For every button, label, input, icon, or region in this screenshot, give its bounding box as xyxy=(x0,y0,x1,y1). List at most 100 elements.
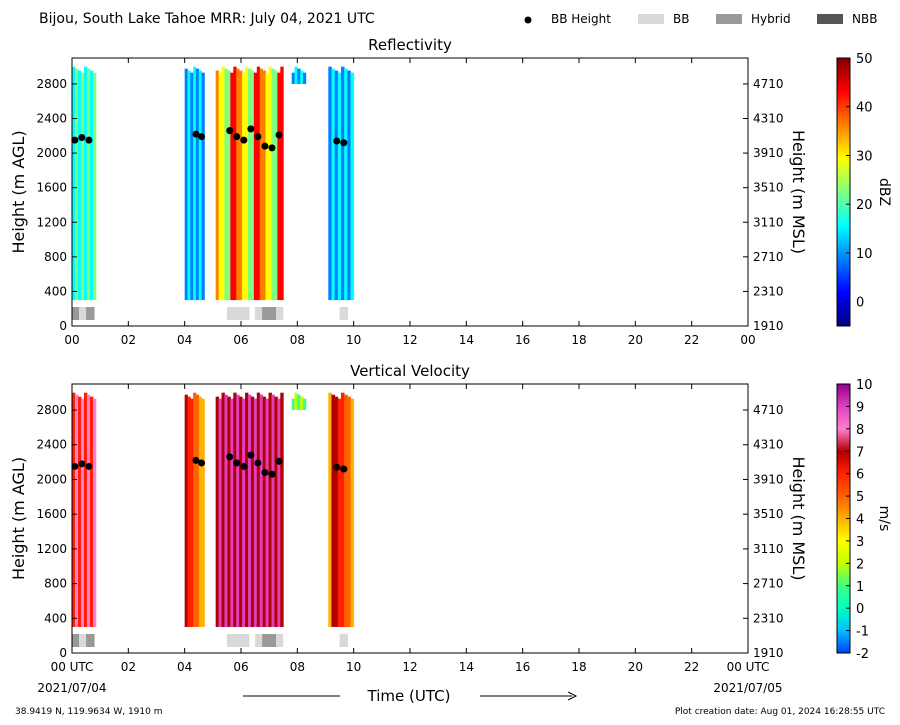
x-tick-label: 00 UTC xyxy=(727,660,770,674)
panel-title: Vertical Velocity xyxy=(350,362,470,380)
echo-column xyxy=(344,68,348,301)
y-tick-label: 2000 xyxy=(36,146,67,160)
bb-height-point xyxy=(78,134,86,142)
y2-tick-label: 4310 xyxy=(753,438,784,452)
y-tick-label: 2800 xyxy=(36,77,67,91)
bb-height-point xyxy=(275,457,283,465)
bb-type-segment xyxy=(276,634,284,647)
bb-type-segment xyxy=(79,307,87,320)
y-tick-label: 400 xyxy=(44,611,67,625)
echo-column xyxy=(218,398,222,627)
echo-column xyxy=(201,398,205,627)
plot-frame xyxy=(71,383,749,654)
x-tick-label: 02 xyxy=(121,333,136,347)
bb-height-point xyxy=(268,470,276,478)
echo-column xyxy=(300,70,304,84)
end-date: 2021/07/05 xyxy=(713,681,782,695)
x-tick-label: 04 xyxy=(177,660,192,674)
echo-column xyxy=(265,72,269,301)
echo-column xyxy=(72,66,76,301)
colorbar xyxy=(836,57,851,327)
echo-column xyxy=(80,72,85,301)
colorbar-tick-label: 0 xyxy=(856,296,864,311)
echo-column xyxy=(247,394,252,627)
echo-column xyxy=(92,72,97,301)
creation-date-text: Plot creation date: Aug 01, 2024 16:28:5… xyxy=(675,707,885,717)
echo-column xyxy=(271,394,275,627)
bb-type-segment xyxy=(86,634,95,647)
echo-column xyxy=(83,392,88,627)
echo-column xyxy=(274,70,278,301)
echo-column xyxy=(72,392,76,627)
echo-column xyxy=(268,392,272,627)
colorbar-tick-label: 9 xyxy=(856,400,864,415)
bb-type-segment xyxy=(255,634,263,647)
colorbar-tick-label: 40 xyxy=(856,101,873,116)
colorbar-tick-label: 5 xyxy=(856,490,864,505)
echo-column xyxy=(195,394,200,627)
bb-height-point xyxy=(198,133,206,141)
y2-tick-label: 3110 xyxy=(753,542,784,556)
y-tick-label: 1600 xyxy=(36,181,67,195)
x-tick-label: 18 xyxy=(571,660,586,674)
echo-column xyxy=(221,66,225,301)
colorbar-tick-label: 10 xyxy=(856,247,873,262)
x-tick-label: 20 xyxy=(628,333,643,347)
y2-tick-label: 3510 xyxy=(753,507,784,521)
echo-column xyxy=(230,398,234,627)
legend-swatch-nbb xyxy=(817,14,843,24)
echo-column xyxy=(350,398,355,627)
x-tick-label: 20 xyxy=(628,660,643,674)
x-tick-label: 00 xyxy=(64,333,79,347)
echo-column xyxy=(274,396,278,627)
echo-column xyxy=(259,68,264,301)
x-tick-label: 22 xyxy=(684,660,699,674)
echo-column xyxy=(89,70,94,301)
legend-label: NBB xyxy=(852,12,877,26)
echo-column xyxy=(233,392,237,627)
bb-height-point xyxy=(254,459,262,467)
bb-height-point xyxy=(247,125,255,133)
bb-height-point xyxy=(192,456,200,464)
y2-tick-label: 2710 xyxy=(753,250,784,264)
start-date: 2021/07/04 xyxy=(37,681,106,695)
colorbar-label: dBZ xyxy=(876,178,892,206)
bb-type-segment xyxy=(72,634,80,647)
y2-tick-label: 1910 xyxy=(753,646,784,660)
bb-height-point xyxy=(233,459,241,467)
colorbar-tick-label: 2 xyxy=(856,557,864,572)
y-tick-label: 1200 xyxy=(36,542,67,556)
bb-height-point xyxy=(85,136,93,144)
colorbar-tick-label: 4 xyxy=(856,513,864,528)
time-arrow-head xyxy=(567,691,578,701)
echo-column xyxy=(227,70,231,301)
panel-title: Reflectivity xyxy=(368,36,452,54)
colorbar-tick-label: 1 xyxy=(856,580,864,595)
echo-column xyxy=(233,66,237,301)
colorbar-tick-label: 20 xyxy=(856,198,873,213)
echo-column xyxy=(86,394,91,627)
echo-column xyxy=(297,68,301,84)
bb-type-segment xyxy=(255,307,263,320)
echo-column xyxy=(221,392,225,627)
y-tick-label: 2400 xyxy=(36,438,67,452)
colorbar-tick-label: 8 xyxy=(856,423,864,438)
echo-column xyxy=(271,68,275,301)
y2-tick-label: 3910 xyxy=(753,146,784,160)
y-tick-label: 1200 xyxy=(36,215,67,229)
x-tick-label: 10 xyxy=(346,333,361,347)
bb-type-segment xyxy=(262,307,277,320)
echo-column xyxy=(331,68,336,301)
echo-column xyxy=(297,394,301,411)
x-tick-label: 06 xyxy=(233,660,248,674)
bb-height-point xyxy=(261,142,269,150)
echo-column xyxy=(190,398,194,627)
echo-column xyxy=(190,72,194,301)
x-tick-label: 08 xyxy=(290,660,305,674)
echo-column xyxy=(239,70,243,301)
x-tick-label: 02 xyxy=(121,660,136,674)
figure-title: Bijou, South Lake Tahoe MRR: July 04, 20… xyxy=(39,11,375,27)
echo-column xyxy=(89,396,94,627)
echo-column xyxy=(215,396,219,627)
